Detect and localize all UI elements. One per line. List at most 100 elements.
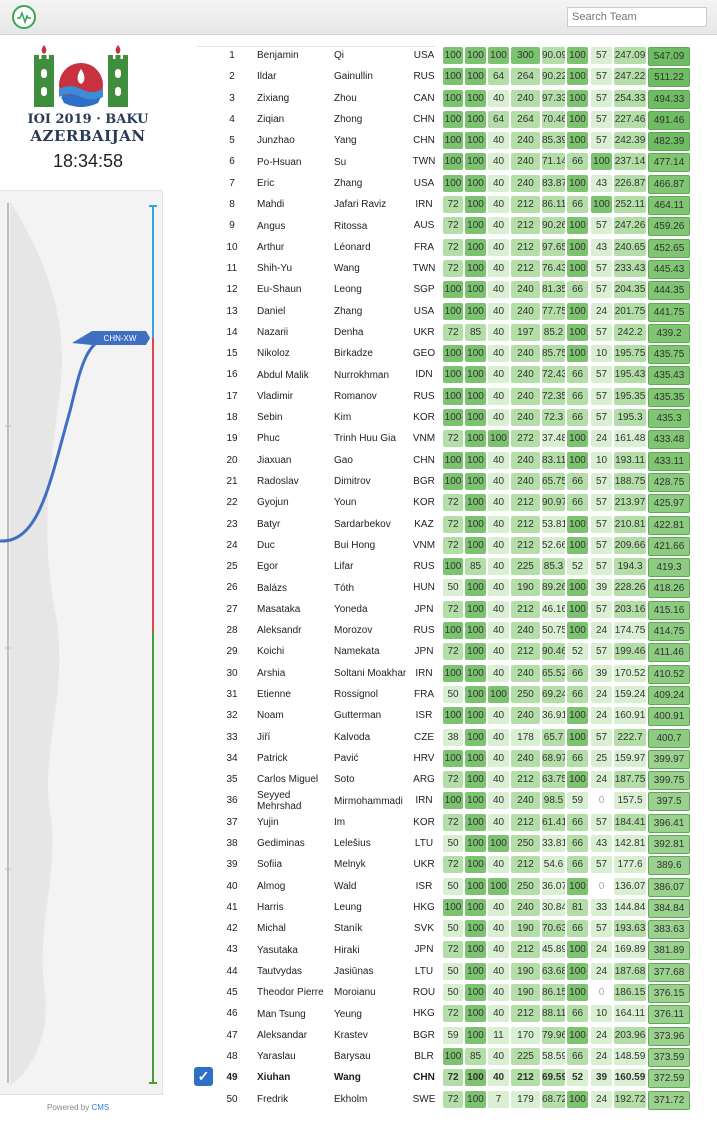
task-score-cell: 57 (591, 409, 612, 427)
rank-cell: 7 (229, 177, 235, 189)
day-total-cell: 190 (511, 984, 540, 1002)
table-row[interactable]: 42 Michal Staník SVK 50 100 40 190 70.63 66 57 193.… (196, 918, 717, 940)
task-score-cell: 72 (443, 1005, 463, 1023)
day-total-cell: 242.39 (614, 132, 646, 150)
rank-cell: 22 (226, 497, 238, 509)
table-row[interactable]: 34 Patrick Pavić HRV 100 100 40 240 68.97 66 25 159… (196, 748, 717, 769)
last-name-cell: Hiraki (334, 944, 360, 956)
table-row[interactable]: 26 Balázs Tóth HUN 50 100 40 190 89.26 100 39 228.2… (196, 577, 717, 599)
task-score-cell: 40 (488, 89, 509, 107)
table-row[interactable]: 24 Duc Bui Hong VNM 72 100 40 212 52.66 100 57 209.… (196, 535, 717, 556)
country-cell: LTU (414, 965, 434, 977)
table-row[interactable]: 2 Ildar Gainullin RUS 100 100 64 264 90.22 100 57 2… (196, 66, 717, 88)
table-row[interactable]: 37 Yujin Im KOR 72 100 40 212 61.41 66 57 184.41 396… (196, 812, 717, 833)
table-row[interactable]: 18 Sebin Kim KOR 100 100 40 240 72.3 66 57 195.3 435… (196, 407, 717, 429)
table-row[interactable]: 33 Jiří Kalvoda CZE 38 100 40 178 65.7 100 57 222.7… (196, 727, 717, 748)
search-team-input[interactable] (567, 7, 707, 27)
last-name-cell: Rossignol (334, 689, 378, 701)
task-score-cell: 52.66 (542, 536, 565, 554)
first-name-cell: Benjamin (257, 50, 299, 62)
last-name-cell: Zhang (334, 177, 363, 189)
selected-checkbox-icon[interactable]: ✓ (194, 1067, 213, 1087)
contest-clock: 18:34:58 (52, 151, 124, 171)
table-row[interactable]: 15 Nikoloz Birkadze GEO 100 100 40 240 85.75 100 1… (196, 343, 717, 365)
table-row[interactable]: 13 Daniel Zhang USA 100 100 40 240 77.75 100 24 201… (196, 301, 717, 322)
task-score-cell: 100 (465, 1069, 486, 1087)
day-total-cell: 144.84 (614, 898, 646, 916)
first-name-cell: Junzhao (257, 135, 295, 147)
task-score-cell: 72 (443, 813, 463, 831)
table-row[interactable]: 35 Carlos Miguel Soto ARG 72 100 40 212 63.75 100… (196, 769, 717, 791)
last-name-cell: Wang (334, 1072, 361, 1084)
first-name-cell: Fredrik (257, 1093, 289, 1105)
table-row[interactable]: 20 Jiaxuan Gao CHN 100 100 40 240 83.11 100 10 193.… (196, 450, 717, 471)
first-name-cell: Daniel (257, 305, 286, 317)
table-row[interactable]: ✓ 49 Xiuhan Wang CHN 72 100 40 212 69.59 52 39 160.5… (194, 1067, 717, 1089)
task-score-cell: 57 (591, 259, 612, 277)
table-row[interactable]: 43 Yasutaka Hiraki JPN 72 100 40 212 45.89 100 24 1… (196, 939, 717, 961)
table-row[interactable]: 46 Man Tsung Yeung HKG 72 100 40 212 88.11 66 10 16… (196, 1003, 717, 1025)
task-score-cell: 83.11 (542, 451, 565, 469)
day-total-cell: 212 (511, 217, 540, 235)
table-row[interactable]: 25 Egor Lifar RUS 100 85 40 225 85.3 52 57 194.3 419… (196, 556, 717, 578)
first-name-cell: Seyyed Mehrshad (257, 790, 302, 812)
day-total-cell: 225 (511, 1047, 540, 1065)
table-row[interactable]: 50 Fredrik Ekholm SWE 72 100 7 179 68.72 100 24 192… (196, 1089, 717, 1110)
table-row[interactable]: 39 Sofiia Melnyk UKR 72 100 40 212 54.6 66 57 177.6… (196, 854, 717, 876)
table-row[interactable]: 16 Abdul Malik Nurrokhman IDN 100 100 40 240 72.… (196, 364, 717, 386)
total-score-cell: 425.97 (648, 494, 690, 514)
day-total-cell: 212 (511, 494, 540, 512)
cms-logo-icon[interactable] (12, 5, 36, 29)
table-row[interactable]: 31 Etienne Rossignol FRA 50 100 100 250 69.24 66 2… (196, 684, 717, 705)
total-score-cell: 482.39 (648, 132, 690, 152)
table-row[interactable]: 11 Shih-Yu Wang TWN 72 100 40 212 76.43 100 57 233.… (196, 258, 717, 279)
table-row[interactable]: 6 Po-Hsuan Su TWN 100 100 40 240 71.14 66 100 237.1… (196, 151, 717, 173)
table-row[interactable]: 10 Arthur Léonard FRA 72 100 40 212 97.65 100 43 24… (196, 237, 717, 258)
task-score-cell: 66 (567, 834, 588, 852)
table-row[interactable]: 41 Harris Leung HKG 100 100 40 240 30.84 81 33 144.… (196, 897, 717, 918)
last-name-cell: Birkadze (334, 348, 373, 360)
table-row[interactable]: 29 Koichi Namekata JPN 72 100 40 212 90.46 52 57 19… (196, 641, 717, 663)
table-row[interactable]: 9 Angus Ritossa AUS 72 100 40 212 90.26 100 57 247.… (196, 215, 717, 237)
table-row[interactable]: 17 Vladimir Romanov RUS 100 100 40 240 72.35 66 57… (196, 386, 717, 407)
task-score-cell: 100 (443, 89, 463, 107)
table-row[interactable]: 1 Benjamin Qi USA 100 100 100 300 90.09 100 57 247.… (196, 45, 717, 66)
table-row[interactable]: 45 Theodor Pierre Moroianu ROU 50 100 40 190 86.… (196, 982, 717, 1004)
table-row[interactable]: 23 Batyr Sardarbekov KAZ 72 100 40 212 53.81 100 5… (196, 514, 717, 535)
table-row[interactable]: 19 Phuc Trinh Huu Gia VNM 72 100 100 272 37.48 10… (196, 428, 717, 450)
country-cell: IRN (415, 667, 433, 679)
last-name-cell: Jasiūnas (334, 965, 374, 977)
table-row[interactable]: 3 Zixiang Zhou CAN 100 100 40 240 97.33 100 57 254.… (196, 88, 717, 109)
table-row[interactable]: 30 Arshia Soltani Moakhar IRN 100 100 40 240 65.… (196, 663, 717, 684)
table-row[interactable]: 38 Gediminas Lelešius LTU 50 100 100 250 33.81 66… (196, 833, 717, 854)
table-row[interactable]: 32 Noam Gutterman ISR 100 100 40 240 36.91 100 24 1… (196, 705, 717, 727)
task-score-cell: 57 (591, 558, 612, 576)
table-row[interactable]: 44 Tautvydas Jasiūnas LTU 50 100 40 190 63.68 100… (196, 961, 717, 982)
day-total-cell: 240 (511, 792, 540, 810)
table-row[interactable]: 4 Ziqian Zhong CHN 100 100 64 264 70.46 100 57 227.… (196, 109, 717, 130)
cms-link[interactable]: CMS (91, 1103, 110, 1112)
table-row[interactable]: 7 Eric Zhang USA 100 100 40 240 83.87 100 43 226.87… (196, 173, 717, 194)
task-score-cell: 66 (567, 664, 588, 682)
task-score-cell: 63.68 (542, 962, 565, 980)
table-row[interactable]: 40 Almog Wald ISR 50 100 100 250 36.07 100 0 136.07… (196, 876, 717, 897)
table-row[interactable]: 5 Junzhao Yang CHN 100 100 40 240 85.39 100 57 242.… (196, 130, 717, 152)
task-score-cell: 100 (465, 856, 486, 874)
task-score-cell: 10 (591, 345, 612, 363)
table-row[interactable]: 28 Aleksandr Morozov RUS 100 100 40 240 50.75 100… (196, 620, 717, 642)
table-row[interactable]: 21 Radoslav Dimitrov BGR 100 100 40 240 65.75 66 5… (196, 471, 717, 492)
table-row[interactable]: 48 Yaraslau Barysau BLR 100 85 40 225 58.59 66 24 1… (196, 1046, 717, 1067)
rank-cell: 8 (229, 199, 235, 211)
country-cell: CAN (413, 92, 435, 104)
table-row[interactable]: 27 Masataka Yoneda JPN 72 100 40 212 46.16 100 57 2… (196, 599, 717, 620)
table-row[interactable]: 14 Nazarii Denha UKR 72 85 40 197 85.2 100 57 242.2… (196, 322, 717, 343)
table-row[interactable]: 22 Gyojun Youn KOR 72 100 40 212 90.97 66 57 213.97… (196, 492, 717, 514)
last-name-cell: Gutterman (334, 710, 382, 722)
table-row[interactable]: 8 Mahdi Jafari Raviz IRN 72 100 40 212 86.11 66 10… (196, 194, 717, 216)
task-score-cell: 100 (443, 409, 463, 427)
table-row[interactable]: 12 Eu-Shaun Leong SGP 100 100 40 240 81.35 66 57 20… (196, 279, 717, 301)
day-total-cell: 250 (511, 834, 540, 852)
table-row[interactable]: 47 Aleksandar Krastev BGR 59 100 11 170 79.96 100… (196, 1025, 717, 1046)
table-row[interactable]: 36 Seyyed Mehrshad Mirmohammadi IRN 100 100 40… (196, 790, 717, 812)
last-name-cell: Soto (334, 774, 355, 786)
